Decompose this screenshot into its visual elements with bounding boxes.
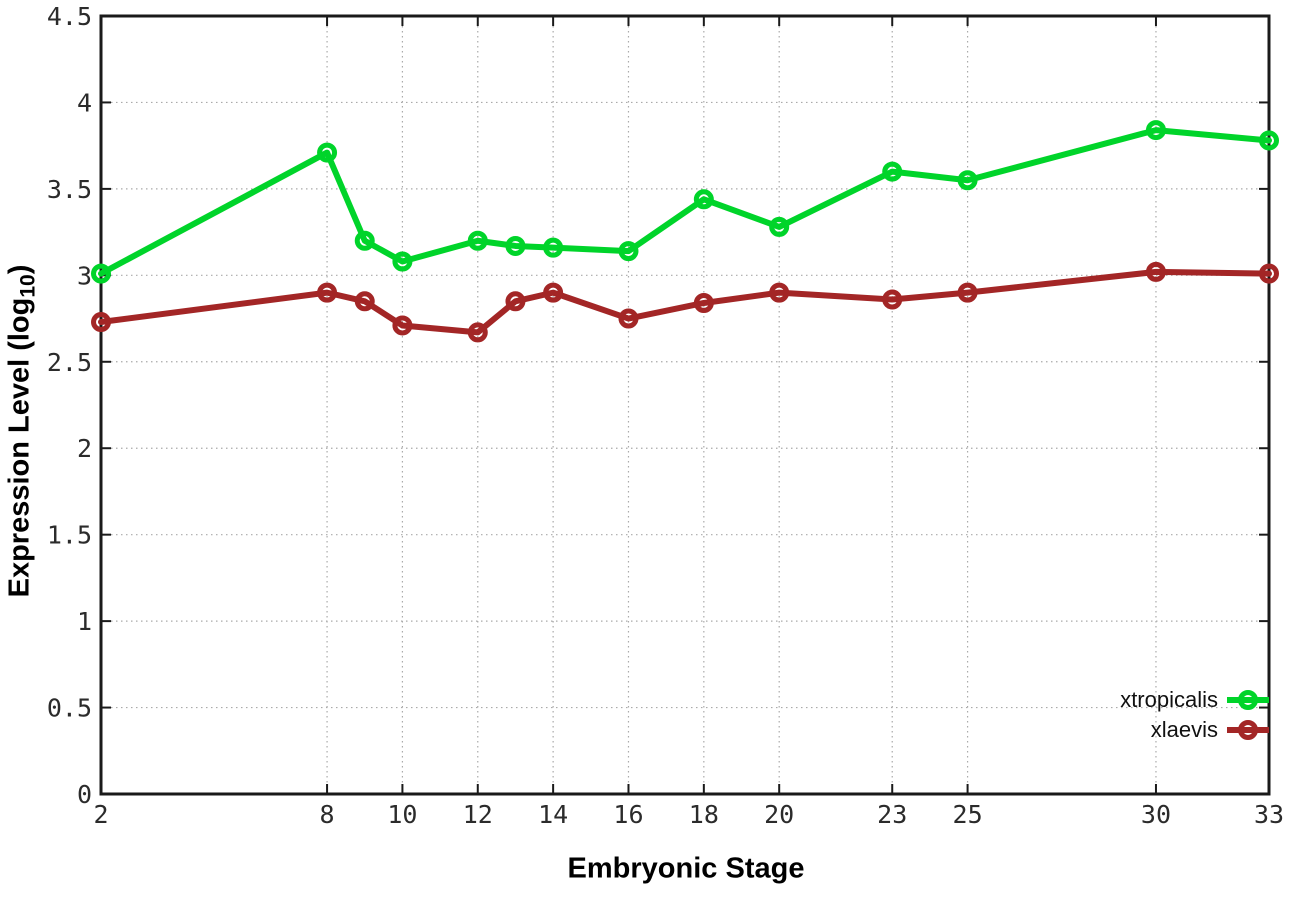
y-axis-title: Expression Level (log10) [4,265,41,598]
x-tick-label-10: 10 [387,800,417,829]
data-point-xlaevis-stage-10 [392,315,413,336]
data-point-xlaevis-stage-9 [354,291,375,312]
y-tick-label-2.5: 2.5 [47,348,92,377]
y-tick-label-0: 0 [77,780,92,809]
data-point-xlaevis-stage-20 [769,282,790,303]
series-line-xlaevis [98,268,1272,336]
y-tick-labels: 0 0.5 1 1.5 2 2.5 3 3.5 4 4.5 [47,2,92,809]
x-tick-label-8: 8 [320,800,335,829]
axis-ticks [100,15,1270,795]
legend-label-xtropicalis: xtropicalis [1120,687,1218,712]
y-tick-label-4.5: 4.5 [47,2,92,31]
data-point-xtropicalis-stage-9 [354,230,375,251]
x-tick-label-2: 2 [93,800,108,829]
y-axis-title-subscript: 10 [16,274,40,298]
y-axis-title-close: ) [3,264,36,275]
x-tick-label-12: 12 [463,800,493,829]
data-point-xlaevis-stage-8 [317,282,338,303]
x-tick-label-25: 25 [953,800,983,829]
y-tick-label-3.5: 3.5 [47,175,92,204]
legend: xtropicalis xlaevis [1120,685,1269,745]
x-tick-label-30: 30 [1141,800,1171,829]
data-point-xtropicalis-stage-12 [467,230,488,251]
data-point-xtropicalis-stage-25 [957,170,978,191]
data-point-xtropicalis-stage-20 [769,216,790,237]
y-tick-label-4: 4 [77,88,92,117]
data-point-xlaevis-stage-16 [618,308,639,329]
x-axis-title: Embryonic Stage [567,852,805,885]
data-point-xtropicalis-stage-8 [317,142,338,163]
x-tick-label-20: 20 [764,800,794,829]
legend-marker-xlaevis-icon [1238,720,1258,740]
legend-row-xlaevis: xlaevis [1151,715,1269,745]
data-point-xlaevis-stage-25 [957,282,978,303]
legend-label-xlaevis: xlaevis [1150,717,1218,742]
data-point-xlaevis-stage-33 [1259,263,1279,284]
y-tick-label-3: 3 [77,261,92,290]
x-tick-label-14: 14 [538,800,568,829]
data-point-xtropicalis-stage-23 [882,161,903,182]
series-xlaevis [91,261,1279,343]
data-point-xlaevis-stage-14 [543,282,564,303]
data-point-xlaevis-stage-12 [467,322,488,343]
x-tick-labels: 2 8 10 12 14 16 18 20 23 25 30 33 [93,800,1284,829]
series-line-xtropicalis [98,127,1272,277]
data-point-xtropicalis-stage-13 [505,235,526,256]
y-tick-label-2: 2 [77,434,92,463]
data-point-xlaevis-stage-23 [882,289,903,310]
data-point-xtropicalis-stage-14 [543,237,564,258]
y-axis-title-main: Expression Level (log [3,297,36,598]
legend-row-xtropicalis: xtropicalis [1120,685,1269,715]
series-xtropicalis [91,120,1279,284]
data-point-xtropicalis-stage-18 [693,189,714,210]
data-point-xlaevis-stage-2 [91,312,111,333]
x-tick-label-23: 23 [877,800,907,829]
legend-sample-xlaevis [1227,720,1269,740]
data-point-xlaevis-stage-30 [1145,261,1166,282]
plot-border [99,14,1271,796]
data-point-xtropicalis-stage-10 [392,251,413,272]
y-tick-label-1: 1 [77,607,92,636]
legend-sample-xtropicalis [1227,690,1269,710]
legend-marker-xtropicalis-icon [1238,690,1258,710]
data-point-xtropicalis-stage-16 [618,241,639,262]
y-tick-label-0.5: 0.5 [47,694,92,723]
data-point-xlaevis-stage-13 [505,291,526,312]
data-point-xtropicalis-stage-33 [1259,130,1279,151]
y-tick-label-1.5: 1.5 [47,521,92,550]
x-tick-label-18: 18 [689,800,719,829]
x-tick-label-16: 16 [613,800,643,829]
data-point-xtropicalis-stage-2 [91,263,111,284]
x-tick-label-33: 33 [1254,800,1284,829]
gridlines [101,16,1269,794]
data-point-xtropicalis-stage-30 [1145,120,1166,141]
data-point-xlaevis-stage-18 [693,292,714,313]
